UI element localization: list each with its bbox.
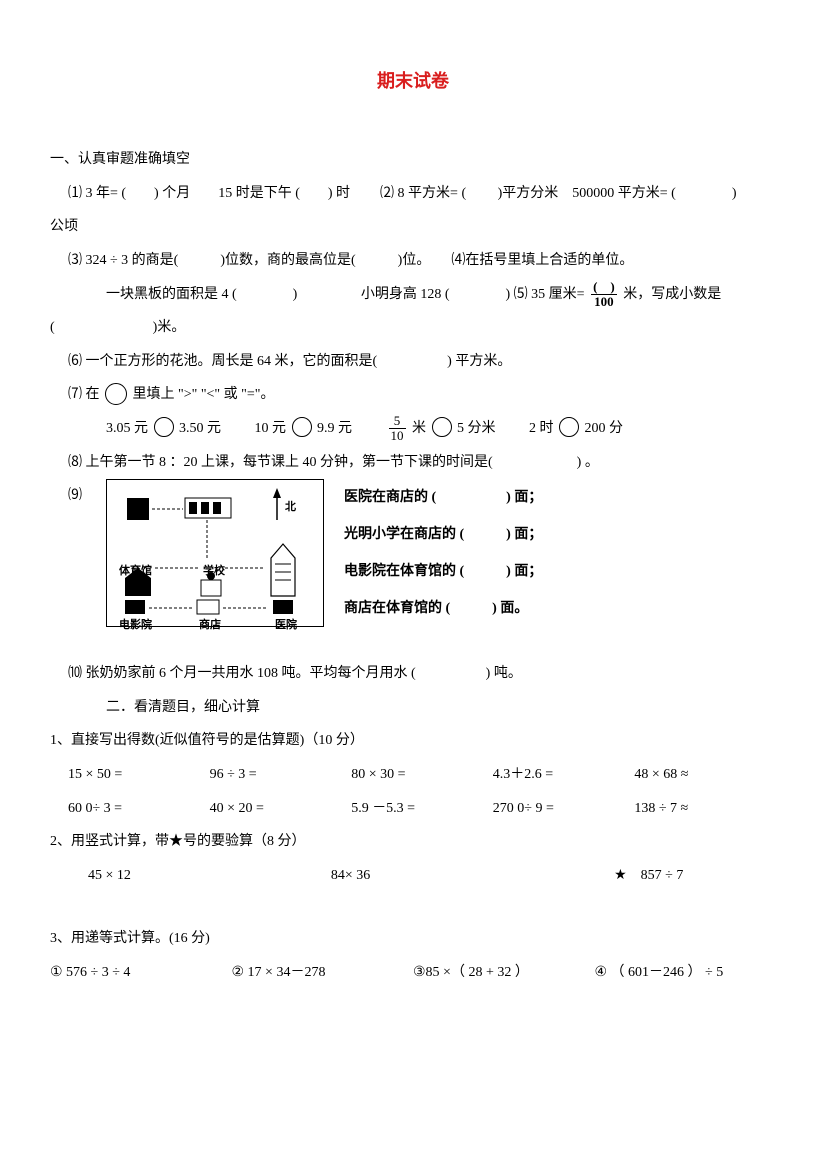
circle-icon	[292, 417, 312, 437]
question-3: ⑶ 324 ÷ 3 的商是( )位数，商的最高位是( )位。 ⑷在括号里填上合适…	[68, 244, 776, 278]
calc-item: 270 0÷ 9 =	[493, 792, 635, 826]
section2-q1-title: 1、直接写出得数(近似值符号的是估算题)（10 分）	[50, 724, 776, 758]
question-4-line: 一块黑板的面积是 4 ( ) 小明身高 128 ( ) ⑸ 35 厘米= ( )…	[106, 278, 776, 312]
vcalc-item: 45 × 12	[88, 859, 331, 893]
question-9: ⑼	[68, 479, 776, 627]
q7-item-b1: 10 元	[255, 421, 287, 436]
frac-num: 5	[389, 414, 406, 429]
section2-q3-title: 3、用递等式计算。(16 分)	[50, 922, 776, 956]
calc-item: 15 × 50 =	[68, 758, 210, 792]
q7-a: ⑺ 在	[68, 387, 100, 402]
calc-item: 138 ÷ 7 ≈	[634, 792, 776, 826]
q9-line-3: 电影院在体育馆的 ( ) 面；	[344, 561, 542, 582]
calc-row-2: 60 0÷ 3 = 40 × 20 = 5.9 －5.3 = 270 0÷ 9 …	[68, 792, 776, 826]
map-label-hospital: 医院	[275, 612, 297, 638]
q9-number: ⑼	[68, 479, 106, 513]
recursive-calc-row: ① 576 ÷ 3 ÷ 4 ② 17 × 34－278 ③85 ×（ 28 + …	[50, 956, 776, 990]
question-7-intro: ⑺ 在 里填上 ">" "<" 或 "="。	[68, 378, 776, 412]
question-10: ⑽ 张奶奶家前 6 个月一共用水 108 吨。平均每个月用水 ( ) 吨。	[68, 657, 776, 691]
q4-part-c: 米，写成小数是	[623, 287, 721, 302]
q1-part-b: ⑵ 8 平方米= ( )平方分米 500000 平方米= ( )	[380, 177, 736, 211]
q7-item-d2: 200 分	[585, 421, 624, 436]
frac-num: ( )	[591, 280, 617, 295]
q5-end: ( )米。	[50, 311, 776, 345]
section2-header: 二．看清题目，细心计算	[106, 691, 776, 725]
map-label-north: 北	[285, 494, 296, 520]
circle-icon	[154, 417, 174, 437]
q9-line-4: 商店在体育馆的 ( ) 面。	[344, 598, 542, 619]
calc-item: 48 × 68 ≈	[634, 758, 776, 792]
question-6: ⑹ 一个正方形的花池。周长是 64 米，它的面积是( ) 平方米。	[68, 345, 776, 379]
map-label-cinema: 电影院	[119, 612, 152, 638]
question-7-items: 3.05 元 3.50 元 10 元 9.9 元 5 10 米 5 分米 2 时…	[106, 412, 776, 446]
vcalc-item: ★ 857 ÷ 7	[614, 859, 776, 893]
q7-item-a2: 3.50 元	[179, 421, 221, 436]
calc-item: 5.9 －5.3 =	[351, 792, 493, 826]
circle-icon	[559, 417, 579, 437]
calc-item: 96 ÷ 3 =	[210, 758, 352, 792]
rcalc-item: ④ （ 601－246 ） ÷ 5	[595, 956, 777, 990]
q9-line-1: 医院在商店的 ( ) 面；	[344, 487, 542, 508]
q1-part-a: ⑴ 3 年= ( ) 个月 15 时是下午 ( ) 时	[68, 177, 350, 211]
exam-title: 期末试卷	[50, 60, 776, 103]
rcalc-item: ② 17 × 34－278	[232, 956, 414, 990]
frac-den: 10	[389, 429, 406, 443]
vcalc-item: 84× 36	[331, 859, 614, 893]
q7-b: 里填上 ">" "<" 或 "="。	[133, 387, 275, 402]
q9-questions: 医院在商店的 ( ) 面； 光明小学在商店的 ( ) 面； 电影院在体育馆的 (…	[344, 479, 542, 627]
q4-part-a: 一块黑板的面积是 4 ( )	[106, 287, 297, 302]
q7-item-c2: 5 分米	[457, 421, 496, 436]
q7-item-a1: 3.05 元	[106, 421, 148, 436]
circle-icon	[432, 417, 452, 437]
calc-item: 60 0÷ 3 =	[68, 792, 210, 826]
calc-item: 4.3＋2.6 =	[493, 758, 635, 792]
rcalc-item: ① 576 ÷ 3 ÷ 4	[50, 956, 232, 990]
circle-icon	[105, 383, 127, 405]
q9-line-2: 光明小学在商店的 ( ) 面；	[344, 524, 542, 545]
section1-header: 一、认真审题准确填空	[50, 143, 776, 177]
vertical-calc-row: 45 × 12 84× 36 ★ 857 ÷ 7	[88, 859, 776, 893]
q1-unit: 公顷	[50, 210, 776, 244]
q9-map-diagram: 北 体育馆 学校 电影院 商店 医院	[106, 479, 324, 627]
map-label-gym: 体育馆	[119, 558, 152, 584]
calc-row-1: 15 × 50 = 96 ÷ 3 = 80 × 30 = 4.3＋2.6 = 4…	[68, 758, 776, 792]
section2-q2-title: 2、用竖式计算，带★号的要验算（8 分）	[50, 825, 776, 859]
q7-item-b2: 9.9 元	[317, 421, 352, 436]
fraction-paren-100: ( ) 100	[591, 280, 617, 310]
calc-item: 40 × 20 =	[210, 792, 352, 826]
fraction-5-10: 5 10	[389, 414, 406, 444]
q7-c-unit: 米	[412, 421, 426, 436]
map-label-school: 学校	[203, 558, 225, 584]
q4-part-b: 小明身高 128 ( ) ⑸ 35 厘米=	[361, 287, 585, 302]
rcalc-item: ③85 ×（ 28 + 32 ）	[413, 956, 595, 990]
map-label-shop: 商店	[199, 612, 221, 638]
question-1: ⑴ 3 年= ( ) 个月 15 时是下午 ( ) 时 ⑵ 8 平方米= ( )…	[68, 177, 776, 211]
calc-item: 80 × 30 =	[351, 758, 493, 792]
question-8: ⑻ 上午第一节 8 ：20 上课，每节课上 40 分钟，第一节下课的时间是( )…	[68, 446, 776, 480]
q7-item-d1: 2 时	[529, 421, 554, 436]
frac-den: 100	[591, 295, 617, 309]
